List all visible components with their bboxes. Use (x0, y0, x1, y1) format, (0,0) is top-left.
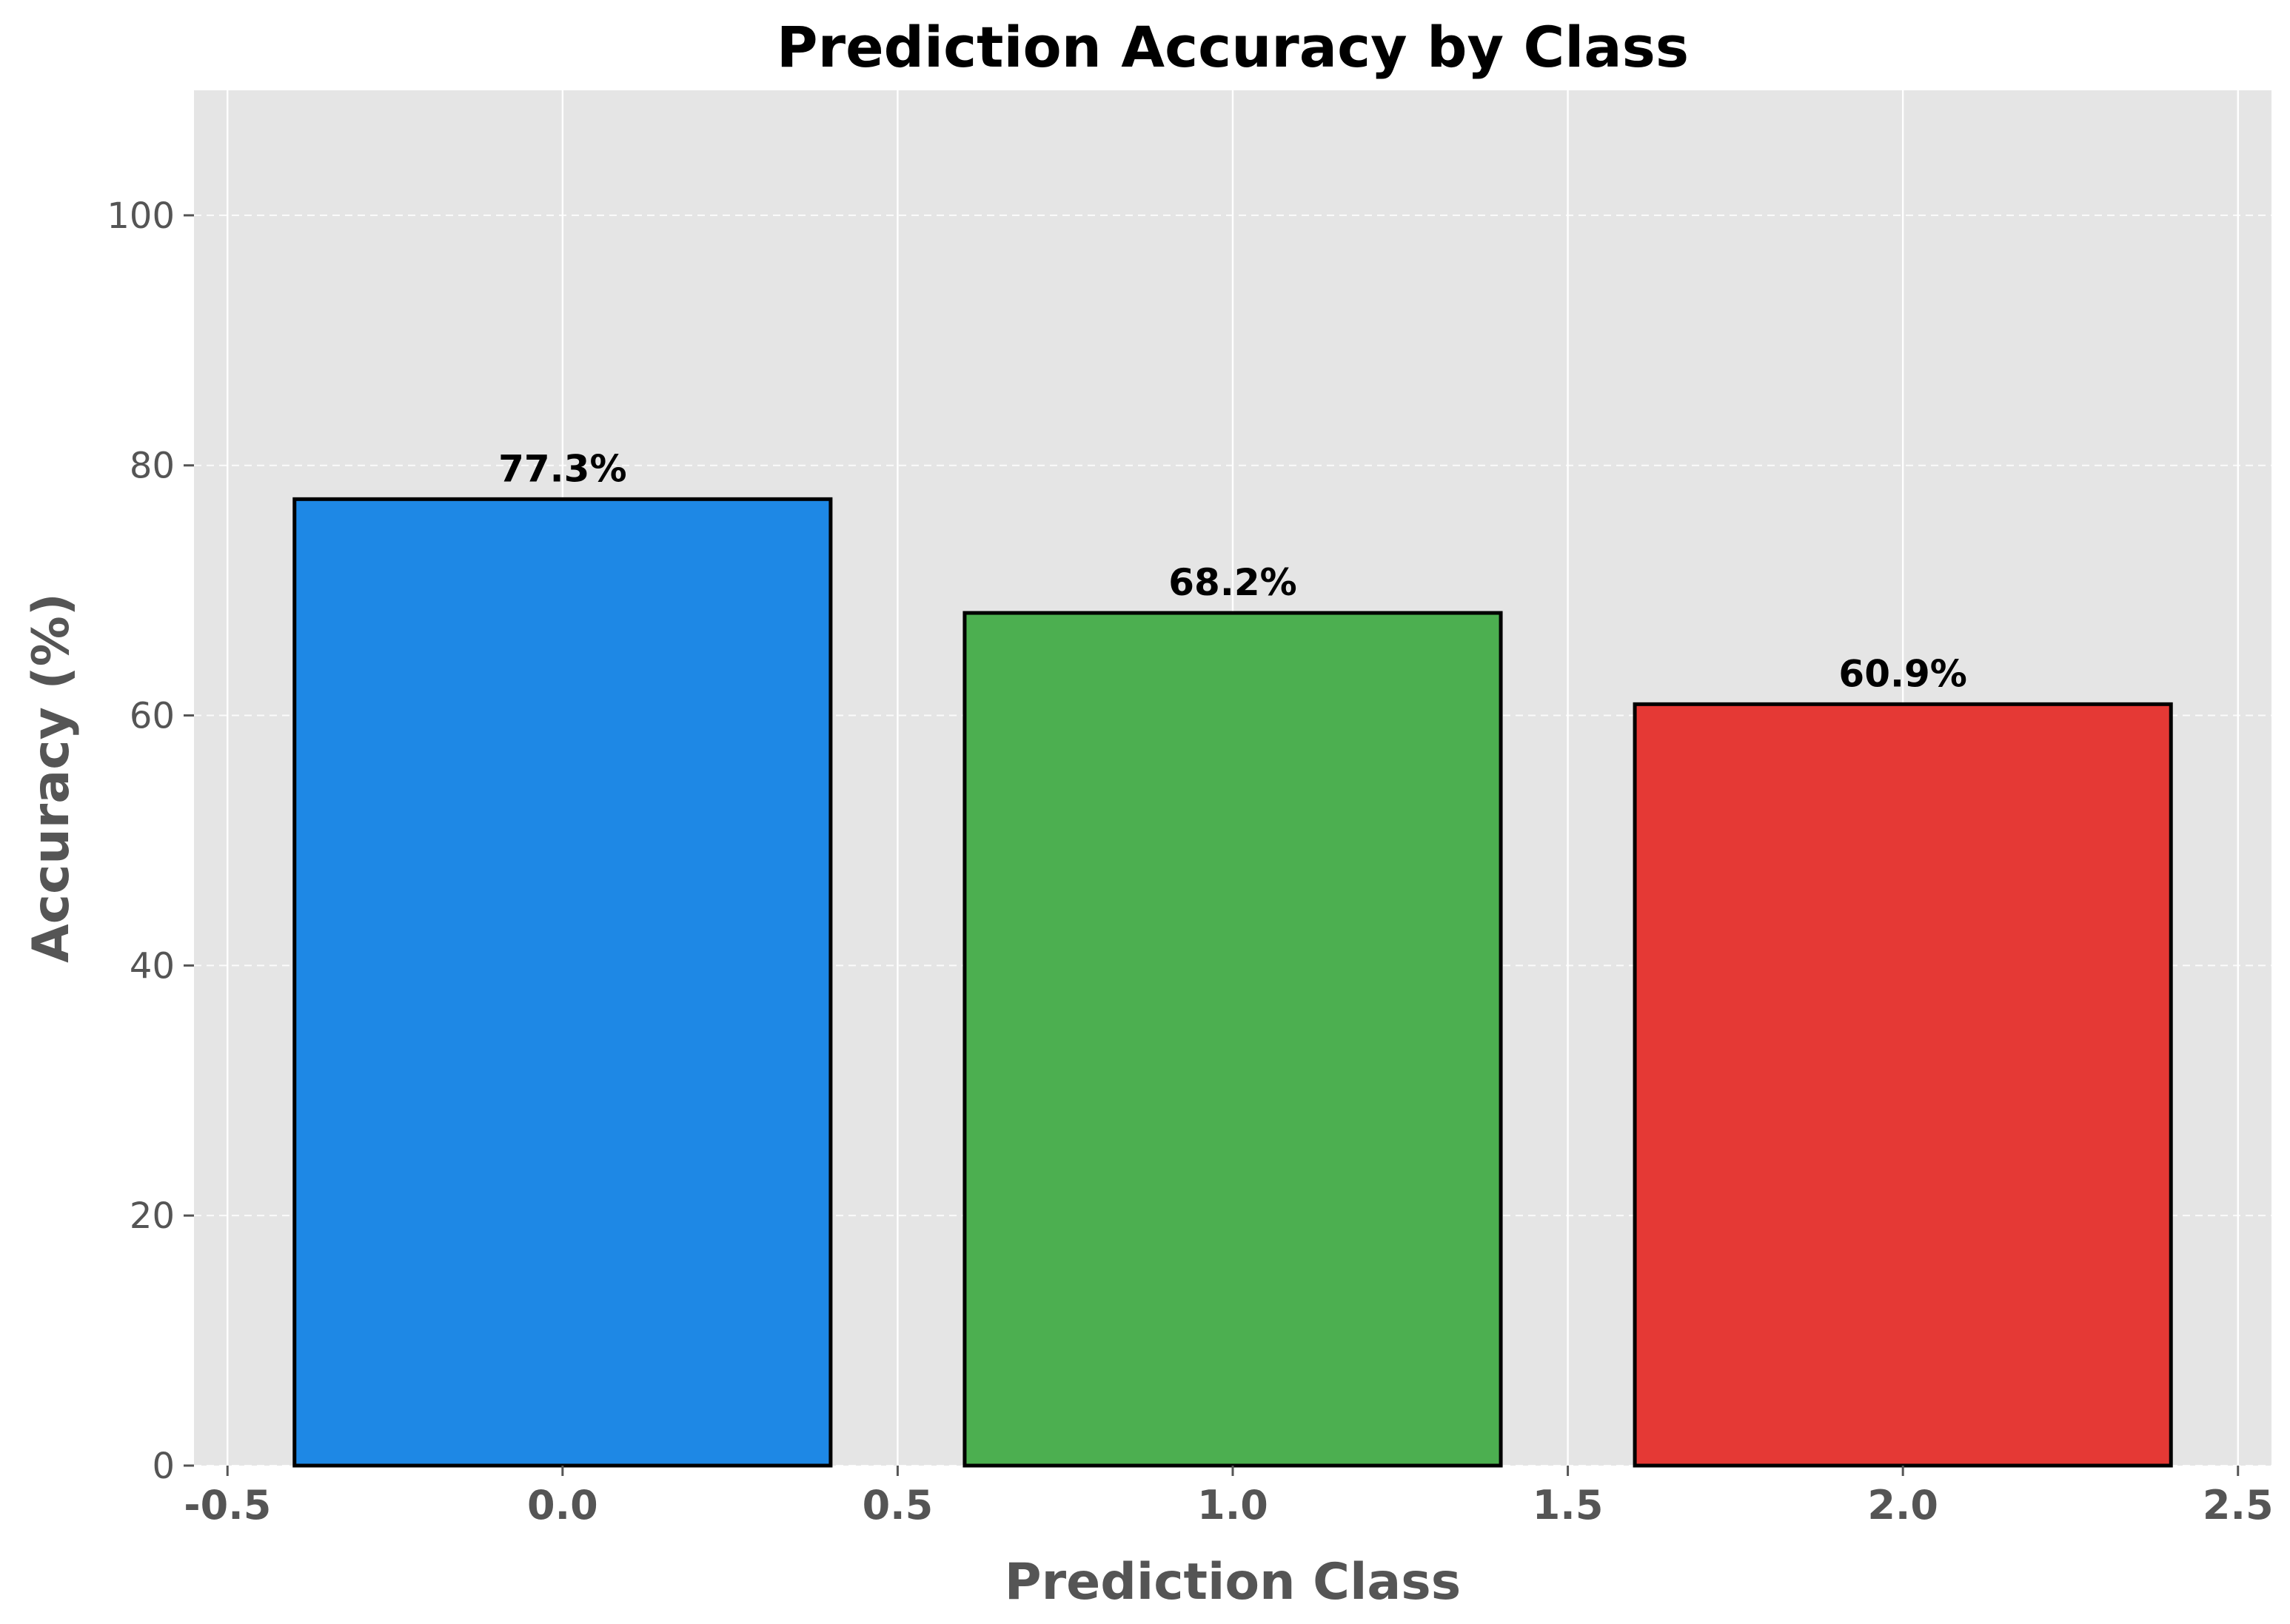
x-tick-label: -0.5 (184, 1482, 271, 1529)
x-tick-label: 0.5 (863, 1482, 934, 1529)
y-tick-label: 60 (130, 696, 175, 737)
x-tick-label: 1.0 (1197, 1482, 1268, 1529)
y-tick-label: 80 (130, 446, 175, 487)
x-tick-label: 0.0 (527, 1482, 598, 1529)
data-labels: 77.3% 68.2% 60.9% (498, 447, 1967, 695)
x-tick-label: 1.5 (1533, 1482, 1604, 1529)
data-label: 60.9% (1838, 652, 1966, 695)
data-label: 68.2% (1168, 561, 1296, 604)
bar (962, 611, 1503, 1468)
y-tick-label: 20 (130, 1195, 175, 1237)
y-tick-label: 100 (107, 195, 175, 237)
y-tick-label: 40 (130, 945, 175, 987)
x-axis-label: Prediction Class (1005, 1553, 1461, 1611)
bar (292, 497, 833, 1468)
bar (1633, 702, 2173, 1468)
x-tick-label: 2.0 (1867, 1482, 1938, 1529)
y-tick-label: 0 (152, 1446, 175, 1487)
x-tick-label: 2.5 (2203, 1482, 2274, 1529)
axis-ticks: 0 20 40 60 80 100 -0.5 0.0 0.5 1.0 1.5 2.0 2.5 (107, 195, 2273, 1529)
y-axis-label: Accuracy (%) (22, 593, 81, 963)
chart-title: Prediction Accuracy by Class (777, 14, 1689, 80)
data-label: 77.3% (498, 447, 626, 490)
bars (292, 497, 2173, 1468)
